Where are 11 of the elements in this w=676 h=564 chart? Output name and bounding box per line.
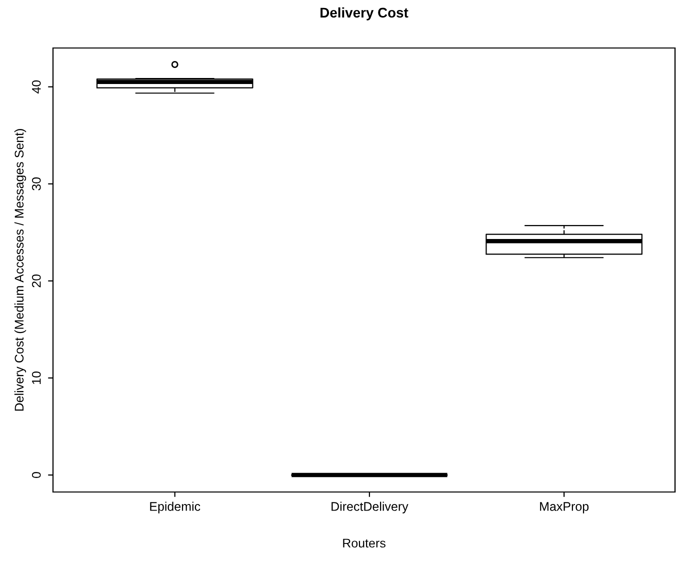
x-tick-label: Epidemic	[150, 502, 200, 514]
y-axis-title: Delivery Cost (Medium Accesses / Messages Sent)	[14, 129, 26, 411]
y-tick-label: 0	[32, 472, 41, 478]
y-tick-label: 10	[32, 372, 41, 384]
chart-title: Delivery Cost	[320, 7, 408, 20]
y-tick-label: 30	[32, 177, 41, 190]
x-tick-label: MaxProp	[540, 502, 589, 514]
x-tick-label: DirectDelivery	[332, 502, 408, 514]
y-tick-label: 40	[32, 80, 41, 94]
y-tick-label: 20	[32, 274, 41, 288]
x-axis-title: Routers	[343, 538, 386, 548]
